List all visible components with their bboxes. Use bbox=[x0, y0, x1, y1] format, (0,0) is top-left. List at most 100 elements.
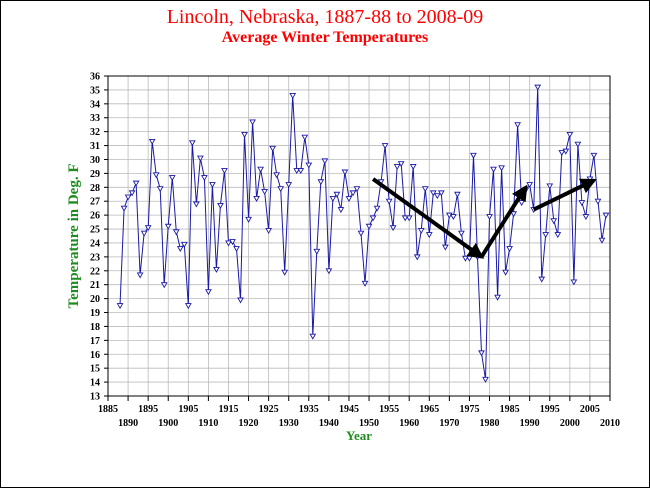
data-point-marker bbox=[594, 198, 602, 205]
data-point-marker bbox=[241, 131, 248, 138]
data-point-marker bbox=[437, 190, 445, 197]
data-point-marker bbox=[261, 189, 268, 195]
data-point-marker bbox=[265, 227, 273, 234]
data-point-marker bbox=[225, 240, 232, 247]
data-point-marker bbox=[116, 303, 124, 310]
data-point-marker bbox=[160, 282, 168, 289]
data-point-marker bbox=[128, 190, 136, 197]
y-tick-label: 30 bbox=[90, 155, 100, 166]
data-point-marker bbox=[341, 169, 349, 176]
data-point-marker bbox=[490, 166, 497, 173]
data-point-marker bbox=[518, 200, 526, 207]
y-tick-label: 13 bbox=[90, 392, 100, 403]
data-point-marker bbox=[132, 180, 140, 187]
data-point-marker bbox=[152, 172, 160, 179]
y-tick-label: 26 bbox=[90, 211, 100, 222]
x-tick-label: 1935 bbox=[299, 404, 319, 415]
data-point-marker bbox=[450, 214, 457, 221]
data-point-marker bbox=[546, 183, 554, 190]
trend-arrow bbox=[532, 178, 597, 212]
data-point-marker bbox=[349, 190, 357, 197]
data-point-marker bbox=[305, 162, 313, 169]
data-point-marker bbox=[144, 225, 152, 232]
data-point-marker bbox=[209, 182, 216, 189]
data-point-marker bbox=[365, 223, 373, 230]
x-tick-label: 1895 bbox=[138, 404, 158, 415]
data-point-marker bbox=[385, 198, 393, 205]
x-tick-label: 1940 bbox=[319, 418, 339, 429]
data-point-marker bbox=[369, 215, 377, 222]
data-point-marker bbox=[502, 269, 509, 276]
y-tick-label: 15 bbox=[90, 364, 100, 375]
x-tick-label: 1890 bbox=[118, 418, 138, 429]
data-point-marker bbox=[136, 272, 144, 279]
data-point-marker bbox=[478, 350, 485, 357]
y-tick-label: 24 bbox=[90, 238, 100, 249]
data-point-marker bbox=[217, 202, 224, 209]
data-point-marker bbox=[289, 93, 297, 99]
data-point-marker bbox=[245, 216, 252, 223]
data-point-marker bbox=[253, 195, 260, 202]
x-tick-label: 1970 bbox=[439, 418, 459, 429]
x-axis-title: Year bbox=[346, 428, 372, 443]
data-point-marker bbox=[176, 246, 184, 253]
data-point-marker bbox=[470, 152, 477, 159]
data-point-markers bbox=[116, 84, 610, 383]
data-point-marker bbox=[357, 230, 365, 237]
data-point-marker bbox=[317, 179, 325, 186]
data-point-marker bbox=[397, 161, 405, 168]
x-tick-label: 1965 bbox=[419, 404, 439, 415]
data-point-marker bbox=[454, 191, 461, 198]
y-tick-label: 18 bbox=[90, 322, 100, 333]
x-tick-label: 2010 bbox=[600, 418, 620, 429]
x-tick-label: 1960 bbox=[399, 418, 419, 429]
data-point-marker bbox=[148, 138, 156, 145]
y-tick-label: 14 bbox=[90, 378, 100, 389]
data-point-marker bbox=[313, 248, 321, 255]
data-point-marker bbox=[353, 186, 361, 193]
data-point-marker bbox=[542, 232, 550, 239]
x-tick-label: 1985 bbox=[500, 404, 520, 415]
y-axis-ticks: 13 14 15 16 17 18 19 20 21 22 23 24 25 26 27 28 29 30 31 32… bbox=[90, 72, 108, 403]
y-tick-label: 34 bbox=[90, 99, 100, 110]
data-point-marker bbox=[285, 182, 293, 189]
data-point-marker bbox=[417, 227, 425, 234]
data-point-marker bbox=[482, 376, 489, 383]
y-tick-label: 28 bbox=[90, 183, 100, 194]
data-point-marker bbox=[574, 141, 582, 148]
x-tick-label: 2000 bbox=[560, 418, 580, 429]
data-point-marker bbox=[301, 134, 309, 141]
y-tick-label: 20 bbox=[90, 294, 100, 305]
trend-arrow bbox=[479, 184, 528, 258]
data-point-marker bbox=[494, 294, 501, 301]
data-point-marker bbox=[550, 218, 558, 225]
data-point-marker bbox=[510, 211, 517, 218]
x-tick-label: 1950 bbox=[359, 418, 379, 429]
data-point-marker bbox=[393, 163, 401, 170]
data-point-marker bbox=[337, 207, 345, 214]
data-point-marker bbox=[590, 152, 598, 159]
data-point-marker bbox=[184, 303, 192, 310]
data-point-marker bbox=[297, 168, 305, 175]
y-tick-label: 16 bbox=[90, 350, 100, 361]
data-point-marker bbox=[221, 168, 228, 175]
x-tick-label: 1955 bbox=[379, 404, 399, 415]
x-tick-label: 1980 bbox=[480, 418, 500, 429]
data-point-marker bbox=[333, 191, 341, 198]
data-point-marker bbox=[534, 84, 542, 91]
grid-lines bbox=[107, 75, 611, 397]
data-point-marker bbox=[309, 333, 317, 340]
y-axis-title: Temperature in Deg. F bbox=[66, 164, 82, 309]
data-point-marker bbox=[213, 266, 220, 273]
data-point-marker bbox=[578, 200, 586, 207]
data-point-marker bbox=[233, 246, 240, 253]
data-point-marker bbox=[441, 244, 449, 251]
data-point-marker bbox=[433, 193, 441, 200]
data-point-marker bbox=[361, 280, 369, 287]
data-point-marker bbox=[498, 165, 505, 172]
data-point-marker bbox=[277, 186, 285, 193]
x-tick-label: 1910 bbox=[198, 418, 218, 429]
data-point-marker bbox=[192, 201, 200, 208]
data-point-marker bbox=[514, 122, 522, 129]
